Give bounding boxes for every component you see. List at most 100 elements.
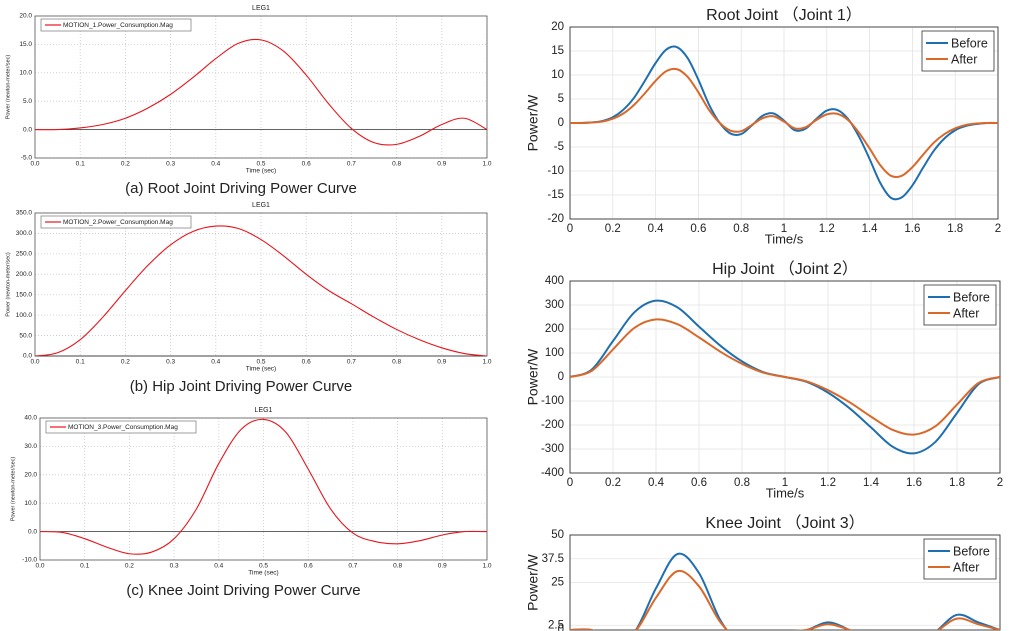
x-tick-label: 0.4 bbox=[211, 359, 220, 366]
x-tick-label: 1.6 bbox=[906, 477, 922, 489]
legend-label: MOTION_2.Power_Consumption.Mag bbox=[63, 219, 173, 226]
x-tick-label: 0.4 bbox=[648, 223, 665, 235]
y-tick-label: -10 bbox=[547, 165, 564, 177]
legend-label: Before bbox=[953, 290, 990, 304]
y-tick-label: -100 bbox=[541, 395, 564, 407]
x-tick-label: 0.2 bbox=[125, 563, 134, 570]
x-tick-label: 2 bbox=[997, 477, 1003, 489]
line-series bbox=[35, 38, 487, 146]
y-tick-label: 300 bbox=[545, 299, 564, 311]
x-tick-label: 0.2 bbox=[121, 359, 130, 366]
y-axis-label: Power (newton-meter/sec) bbox=[5, 252, 11, 317]
y-tick-label: -15 bbox=[547, 189, 564, 201]
y-tick-label: 5 bbox=[558, 93, 564, 105]
chart-title: LEG1 bbox=[255, 407, 273, 414]
y-tick-label: 100 bbox=[545, 347, 564, 359]
x-tick-label: 1 bbox=[781, 223, 787, 235]
x-tick-label: 0.7 bbox=[347, 359, 356, 366]
y-tick-label: 20.0 bbox=[24, 472, 37, 479]
legend-label: After bbox=[953, 306, 979, 320]
chart: LEG1 0.0 50.0 100.0 150.0 200.0 250.0 300.0 350.… bbox=[5, 202, 491, 395]
y-tick-label: 150.0 bbox=[16, 291, 33, 298]
x-axis-label: Time/s bbox=[765, 231, 804, 246]
x-tick-label: 1.8 bbox=[949, 477, 965, 489]
legend-box bbox=[923, 538, 997, 580]
y-tick-label: 25 bbox=[551, 577, 564, 589]
x-tick-label: 0.5 bbox=[259, 563, 268, 570]
plot-frame bbox=[39, 417, 488, 561]
x-tick-label: 0.2 bbox=[605, 477, 621, 489]
x-tick-label: 0.0 bbox=[30, 161, 39, 168]
x-tick-label: 1.2 bbox=[820, 477, 836, 489]
y-tick-label: 20.0 bbox=[19, 13, 32, 20]
y-tick-label: 37.5 bbox=[542, 553, 564, 565]
y-tick-label: 200.0 bbox=[16, 271, 33, 278]
y-tick-label: 10.0 bbox=[19, 70, 32, 77]
x-tick-label: 1 bbox=[782, 477, 788, 489]
x-tick-label: 0.7 bbox=[347, 161, 356, 168]
y-tick-label: -20 bbox=[547, 213, 564, 225]
x-tick-label: 0.3 bbox=[170, 563, 179, 570]
x-tick-label: 0.8 bbox=[393, 563, 402, 570]
y-tick-label: 0.0 bbox=[23, 353, 32, 360]
line-series bbox=[35, 225, 487, 356]
x-tick-label: 0.4 bbox=[211, 161, 220, 168]
x-tick-label: 0.0 bbox=[30, 359, 39, 366]
caption: (a) Root Joint Driving Power Curve bbox=[125, 180, 357, 197]
legend-box bbox=[40, 18, 192, 32]
x-tick-label: 0.1 bbox=[80, 563, 89, 570]
legend-box bbox=[923, 284, 997, 326]
y-tick-label: 400 bbox=[545, 275, 564, 287]
x-tick-label: 0.6 bbox=[302, 161, 311, 168]
y-axis-label: Power/W bbox=[525, 94, 541, 152]
x-tick-label: 0.4 bbox=[648, 477, 665, 489]
x-tick-label: 0.3 bbox=[166, 359, 175, 366]
y-tick-label: 2.5 bbox=[548, 619, 564, 631]
y-axis-label: Power (newton-meter/sec) bbox=[10, 457, 16, 522]
chart: LEG1-5.00.05.010.015.020.00.0 0.1 0.2 0.3 0.… bbox=[5, 5, 491, 197]
caption: (b) Hip Joint Driving Power Curve bbox=[130, 378, 353, 395]
legend-box bbox=[45, 420, 197, 434]
line-series bbox=[570, 67, 998, 178]
y-tick-label: -200 bbox=[541, 419, 564, 431]
plot-frame bbox=[569, 534, 1001, 631]
y-tick-label: 5.0 bbox=[23, 98, 32, 105]
x-tick-label: 1.8 bbox=[947, 223, 963, 235]
y-tick-label: -400 bbox=[541, 467, 564, 479]
y-tick-label: -300 bbox=[541, 443, 564, 455]
y-tick-label: -5.0 bbox=[21, 155, 33, 162]
y-tick-label: 50 bbox=[551, 529, 564, 541]
x-tick-label: 1.4 bbox=[863, 477, 880, 489]
y-tick-label: 30.0 bbox=[24, 443, 37, 450]
x-tick-label: 1.4 bbox=[862, 223, 879, 235]
y-tick-label: 0.0 bbox=[23, 126, 32, 133]
x-tick-label: 0.6 bbox=[302, 359, 311, 366]
x-tick-label: 0.3 bbox=[166, 161, 175, 168]
chart-title: Knee Joint （Joint 3） bbox=[705, 514, 864, 532]
x-tick-label: 0.8 bbox=[733, 223, 749, 235]
x-tick-label: 0.5 bbox=[256, 359, 265, 366]
chart: LEG1-10.00.010.020.030.040.00.0 0.1 0.2 0.3… bbox=[10, 407, 491, 599]
y-axis-label: Power/W bbox=[525, 553, 541, 611]
y-tick-label: -10.0 bbox=[22, 557, 37, 564]
x-axis-label: Time (sec) bbox=[246, 366, 276, 373]
legend-label: Before bbox=[953, 544, 990, 558]
y-tick-label: 0 bbox=[558, 117, 564, 129]
y-axis-label: Power (newton-meter/sec) bbox=[5, 55, 11, 120]
legend-label: After bbox=[951, 52, 977, 66]
y-tick-label: 50.0 bbox=[19, 332, 32, 339]
x-tick-label: 1.0 bbox=[482, 359, 491, 366]
y-tick-label: 10.0 bbox=[24, 500, 37, 507]
y-tick-label: 300.0 bbox=[16, 230, 33, 237]
x-tick-label: 0.1 bbox=[76, 359, 85, 366]
y-tick-label: 0.0 bbox=[28, 528, 37, 535]
x-tick-label: 1.2 bbox=[819, 223, 835, 235]
legend-label: MOTION_1.Power_Consumption.Mag bbox=[63, 22, 173, 29]
y-tick-label: 40.0 bbox=[24, 415, 37, 422]
legend-box bbox=[921, 30, 995, 72]
x-tick-label: 0.7 bbox=[348, 563, 357, 570]
x-tick-label: 0.1 bbox=[76, 161, 85, 168]
x-tick-label: 1.6 bbox=[904, 223, 920, 235]
chart-title: LEG1 bbox=[252, 202, 270, 209]
x-tick-label: 1.0 bbox=[482, 563, 491, 570]
